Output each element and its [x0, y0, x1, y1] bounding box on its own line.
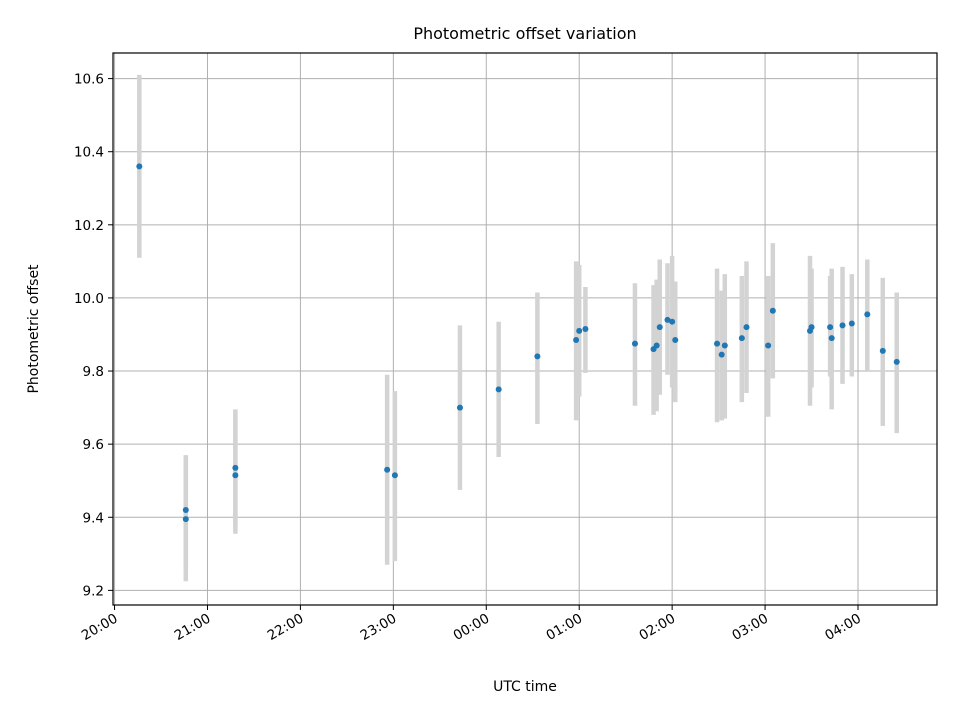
y-tick-label: 10.6	[74, 72, 104, 88]
data-point	[839, 322, 846, 329]
data-point	[182, 516, 189, 523]
data-point	[631, 340, 638, 347]
data-point	[391, 472, 398, 479]
data-point	[848, 320, 855, 327]
y-tick-label: 9.6	[83, 437, 104, 453]
data-point	[893, 358, 900, 365]
data-point	[827, 324, 834, 331]
data-point	[573, 336, 580, 343]
data-point	[136, 163, 143, 170]
data-point	[232, 472, 239, 479]
y-tick-label: 9.4	[83, 510, 104, 526]
data-point	[656, 324, 663, 331]
data-point	[653, 342, 660, 349]
data-point	[721, 342, 728, 349]
y-tick-label: 9.2	[83, 583, 104, 599]
data-points	[136, 163, 900, 523]
y-tick-label: 10.4	[74, 145, 104, 161]
x-axis-label: UTC time	[493, 679, 557, 695]
data-point	[582, 326, 589, 332]
data-point	[664, 316, 671, 323]
data-point	[182, 506, 189, 513]
y-tick-label: 9.8	[83, 364, 104, 380]
data-point	[765, 342, 772, 349]
data-point	[738, 335, 745, 342]
y-tick-label: 10.2	[74, 218, 104, 234]
data-point	[808, 324, 815, 331]
data-point	[384, 466, 391, 473]
data-point	[714, 340, 721, 347]
grid	[113, 53, 937, 605]
data-point	[828, 335, 835, 342]
y-axis-label: Photometric offset	[26, 264, 42, 394]
data-point	[769, 307, 776, 314]
data-point	[718, 351, 725, 358]
data-point	[456, 404, 463, 411]
data-point	[576, 327, 583, 334]
y-axis-ticks: 9.2 9.4 9.6 9.8 10.0 10.2 10.4 10.6	[74, 72, 113, 599]
data-point	[534, 353, 541, 360]
data-point	[864, 311, 871, 318]
data-point	[743, 324, 750, 331]
chart-title: Photometric offset variation	[413, 24, 636, 43]
data-point	[672, 336, 679, 343]
data-point	[669, 318, 676, 325]
plot-frame	[112, 52, 938, 606]
data-point	[879, 347, 886, 354]
data-point	[232, 464, 239, 471]
y-tick-label: 10.0	[74, 291, 104, 307]
data-point	[495, 386, 502, 393]
